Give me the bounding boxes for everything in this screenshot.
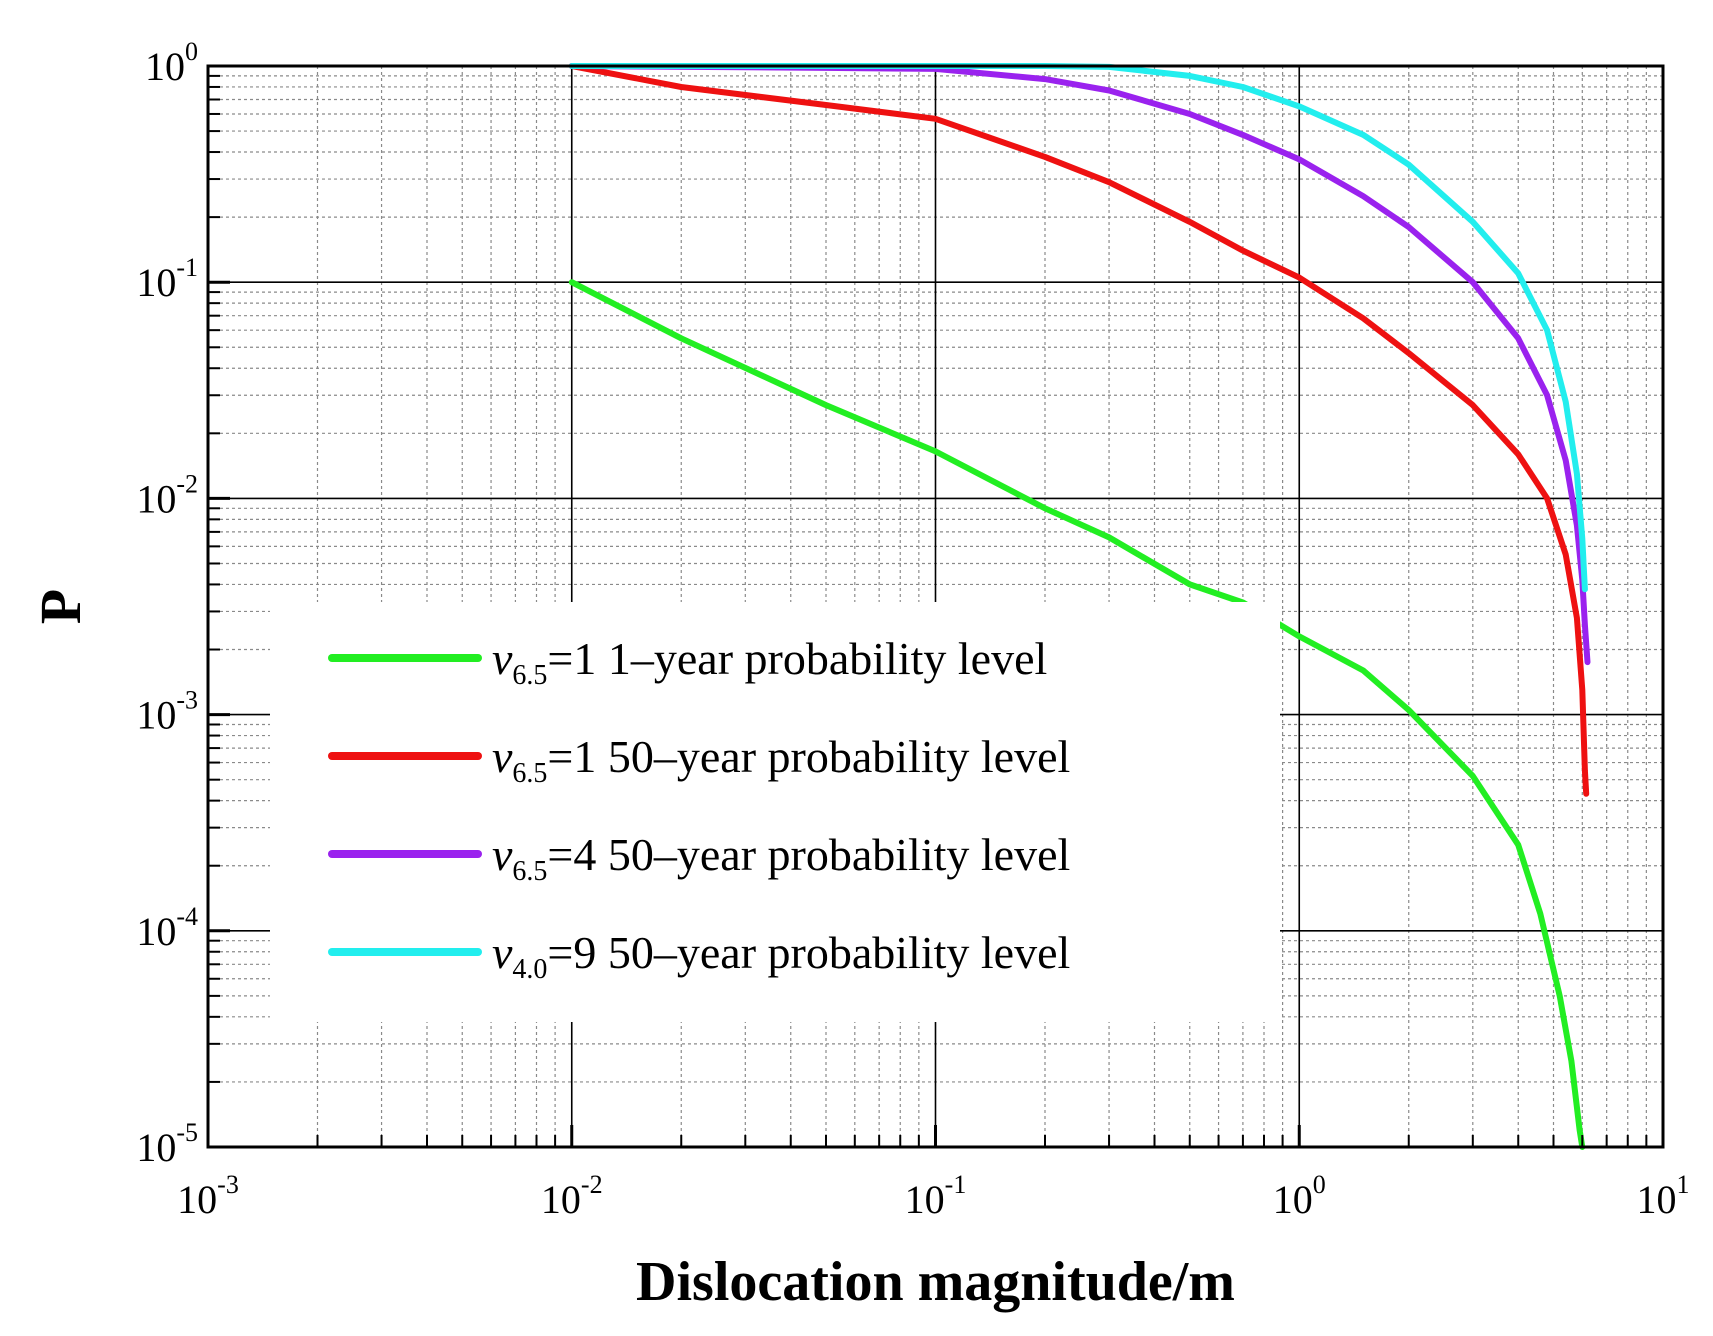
y-tick-label: 10-1 [136, 253, 198, 305]
legend-label-1: v6.5=1 1–year probability level [492, 633, 1047, 691]
y-tick-label: 100 [145, 37, 198, 89]
x-axis-tick-labels: 10-3 10-2 10-1 100 101 [177, 1170, 1689, 1222]
series-line-2 [568, 63, 1590, 797]
legend: v6.5=1 1–year probability level v6.5=1 50… [328, 633, 1070, 985]
y-tick-label: 10-4 [136, 902, 198, 954]
legend-label-2: v6.5=1 50–year probability level [492, 731, 1070, 789]
y-tick-label: 10-2 [136, 469, 198, 521]
legend-label-4: v4.0=9 50–year probability level [492, 927, 1070, 985]
axis-ticks [206, 64, 1665, 1149]
series-line-3 [568, 63, 1591, 666]
x-axis-title: Dislocation magnitude/m [636, 1251, 1235, 1313]
x-tick-label: 101 [1637, 1170, 1690, 1222]
x-tick-label: 10-3 [177, 1170, 239, 1222]
x-tick-label: 100 [1273, 1170, 1326, 1222]
legend-label-3: v6.5=4 50–year probability level [492, 829, 1070, 887]
x-tick-label: 10-2 [541, 1170, 603, 1222]
y-tick-label: 10-3 [136, 686, 198, 738]
y-axis-tick-labels: 100 10-1 10-2 10-3 10-4 10-5 [136, 37, 198, 1170]
y-axis-title: P [28, 589, 93, 624]
x-tick-label: 10-1 [905, 1170, 967, 1222]
series-line-1 [568, 279, 1586, 1150]
y-tick-label: 10-5 [136, 1118, 198, 1170]
